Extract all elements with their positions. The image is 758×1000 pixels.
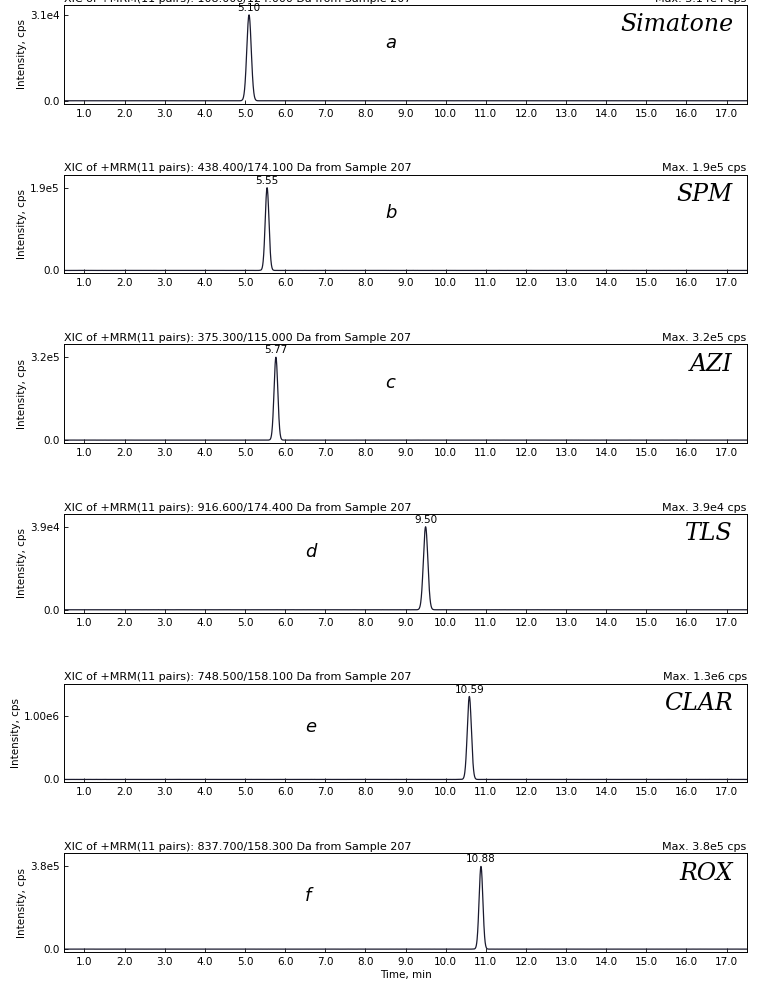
Y-axis label: Intensity, cps: Intensity, cps bbox=[17, 359, 27, 429]
Text: XIC of +MRM(11 pairs): 108.000/124.000 Da from Sample 207: XIC of +MRM(11 pairs): 108.000/124.000 D… bbox=[64, 0, 412, 4]
Text: f: f bbox=[305, 887, 312, 905]
Text: Max. 1.9e5 cps: Max. 1.9e5 cps bbox=[662, 163, 747, 173]
Text: ROX: ROX bbox=[679, 862, 733, 885]
Text: XIC of +MRM(11 pairs): 748.500/158.100 Da from Sample 207: XIC of +MRM(11 pairs): 748.500/158.100 D… bbox=[64, 672, 412, 682]
Text: 9.50: 9.50 bbox=[414, 515, 437, 525]
Text: Max. 3.9e4 cps: Max. 3.9e4 cps bbox=[662, 503, 747, 513]
Text: CLAR: CLAR bbox=[664, 692, 733, 715]
Text: Max. 3.14e4 cps: Max. 3.14e4 cps bbox=[655, 0, 747, 4]
Text: 10.59: 10.59 bbox=[455, 685, 484, 695]
Text: c: c bbox=[386, 374, 396, 392]
Text: XIC of +MRM(11 pairs): 438.400/174.100 Da from Sample 207: XIC of +MRM(11 pairs): 438.400/174.100 D… bbox=[64, 163, 412, 173]
Text: 5.10: 5.10 bbox=[237, 3, 261, 13]
Text: AZI: AZI bbox=[691, 353, 733, 376]
Text: Max. 1.3e6 cps: Max. 1.3e6 cps bbox=[662, 672, 747, 682]
Text: d: d bbox=[305, 543, 317, 561]
Y-axis label: Intensity, cps: Intensity, cps bbox=[17, 868, 27, 938]
Text: b: b bbox=[386, 204, 397, 222]
Text: 5.55: 5.55 bbox=[255, 176, 279, 186]
Text: Max. 3.2e5 cps: Max. 3.2e5 cps bbox=[662, 333, 747, 343]
Text: a: a bbox=[386, 34, 396, 52]
Text: 10.88: 10.88 bbox=[466, 854, 496, 864]
Y-axis label: Intensity, cps: Intensity, cps bbox=[17, 19, 27, 89]
Text: TLS: TLS bbox=[685, 522, 733, 545]
Text: e: e bbox=[305, 718, 316, 736]
Text: Max. 3.8e5 cps: Max. 3.8e5 cps bbox=[662, 842, 747, 852]
X-axis label: Time, min: Time, min bbox=[380, 970, 431, 980]
Text: Simatone: Simatone bbox=[620, 13, 733, 36]
Text: XIC of +MRM(11 pairs): 916.600/174.400 Da from Sample 207: XIC of +MRM(11 pairs): 916.600/174.400 D… bbox=[64, 503, 412, 513]
Y-axis label: Intensity, cps: Intensity, cps bbox=[11, 698, 20, 768]
Text: XIC of +MRM(11 pairs): 375.300/115.000 Da from Sample 207: XIC of +MRM(11 pairs): 375.300/115.000 D… bbox=[64, 333, 412, 343]
Text: SPM: SPM bbox=[677, 183, 733, 206]
Text: 5.77: 5.77 bbox=[265, 345, 287, 355]
Y-axis label: Intensity, cps: Intensity, cps bbox=[17, 528, 27, 598]
Text: XIC of +MRM(11 pairs): 837.700/158.300 Da from Sample 207: XIC of +MRM(11 pairs): 837.700/158.300 D… bbox=[64, 842, 412, 852]
Y-axis label: Intensity, cps: Intensity, cps bbox=[17, 189, 27, 259]
